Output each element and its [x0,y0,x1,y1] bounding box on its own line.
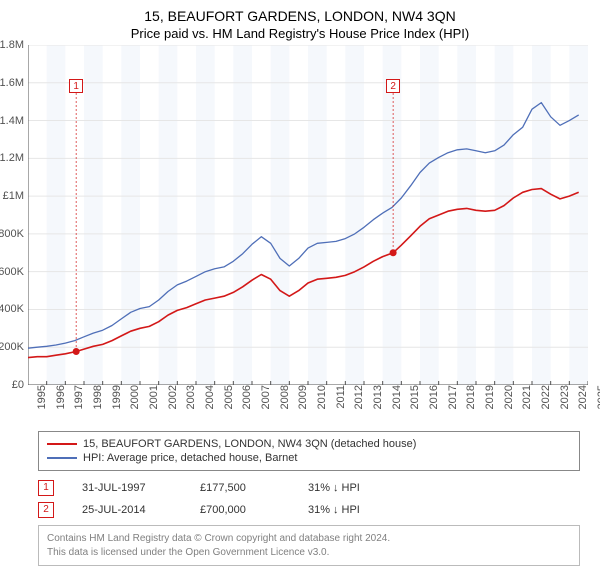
x-axis-label: 2020 [499,385,515,409]
legend: 15, BEAUFORT GARDENS, LONDON, NW4 3QN (d… [38,431,580,471]
legend-label: 15, BEAUFORT GARDENS, LONDON, NW4 3QN (d… [83,438,416,450]
legend-item: HPI: Average price, detached house, Barn… [47,451,571,465]
transaction-date: 25-JUL-2014 [82,504,172,516]
x-axis-label: 2012 [349,385,365,409]
x-axis-label: 2002 [163,385,179,409]
transaction-marker: 2 [386,79,400,93]
x-axis-label: 1995 [32,385,48,409]
x-axis-label: 2025 [592,385,600,409]
x-axis-label: 2006 [237,385,253,409]
legend-label: HPI: Average price, detached house, Barn… [83,452,297,464]
x-axis-label: 2019 [480,385,496,409]
y-axis-label: £200K [0,341,28,353]
transaction-note: 31%↓HPI [308,504,360,516]
transaction-price: £177,500 [200,482,280,494]
y-axis-label: £1.2M [0,152,28,164]
down-arrow-icon: ↓ [333,482,339,494]
x-axis-label: 2015 [405,385,421,409]
transaction-row-marker: 2 [38,502,54,518]
x-axis-label: 1999 [107,385,123,409]
x-axis-label: 2011 [331,385,347,409]
x-axis-label: 2023 [555,385,571,409]
x-axis-label: 2016 [424,385,440,409]
y-axis-label: £400K [0,303,28,315]
transaction-price: £700,000 [200,504,280,516]
y-axis-label: £600K [0,266,28,278]
legend-swatch [47,443,77,445]
x-axis-label: 2017 [443,385,459,409]
x-axis-label: 2024 [573,385,589,409]
chart-plot-area: £0£200K£400K£600K£800K£1M£1.2M£1.4M£1.6M… [28,45,588,385]
x-axis-label: 2008 [275,385,291,409]
chart-svg [28,45,588,385]
transaction-date: 31-JUL-1997 [82,482,172,494]
transaction-row-marker: 1 [38,480,54,496]
x-axis-label: 2001 [144,385,160,409]
y-axis-label: £0 [12,379,28,391]
transaction-row: 1 31-JUL-1997 £177,500 31%↓HPI [38,477,580,499]
x-axis-label: 1998 [88,385,104,409]
x-axis-label: 2007 [256,385,272,409]
y-axis-label: £1.8M [0,39,28,51]
y-axis-label: £800K [0,228,28,240]
chart-title: 15, BEAUFORT GARDENS, LONDON, NW4 3QN [0,0,600,24]
transaction-row: 2 25-JUL-2014 £700,000 31%↓HPI [38,499,580,521]
down-arrow-icon: ↓ [333,504,339,516]
y-axis-label: £1M [3,190,28,202]
x-axis-label: 2004 [200,385,216,409]
x-axis-label: 1996 [51,385,67,409]
attribution-line2: This data is licensed under the Open Gov… [47,546,571,560]
x-axis-label: 2014 [387,385,403,409]
legend-item: 15, BEAUFORT GARDENS, LONDON, NW4 3QN (d… [47,437,571,451]
x-axis-label: 2022 [536,385,552,409]
y-axis-label: £1.6M [0,77,28,89]
chart-subtitle: Price paid vs. HM Land Registry's House … [0,24,600,45]
x-axis-label: 1997 [69,385,85,409]
attribution-line1: Contains HM Land Registry data © Crown c… [47,532,571,546]
x-axis-label: 2021 [517,385,533,409]
transaction-marker: 1 [69,79,83,93]
x-axis-label: 2009 [293,385,309,409]
y-axis-label: £1.4M [0,115,28,127]
transaction-note: 31%↓HPI [308,482,360,494]
x-axis-label: 2000 [125,385,141,409]
x-axis-label: 2018 [461,385,477,409]
x-axis-label: 2013 [368,385,384,409]
transactions-table: 1 31-JUL-1997 £177,500 31%↓HPI 2 25-JUL-2014 £… [38,477,580,521]
x-axis-label: 2003 [181,385,197,409]
x-axis-label: 2010 [312,385,328,409]
x-axis-label: 2005 [219,385,235,409]
legend-swatch [47,457,77,459]
